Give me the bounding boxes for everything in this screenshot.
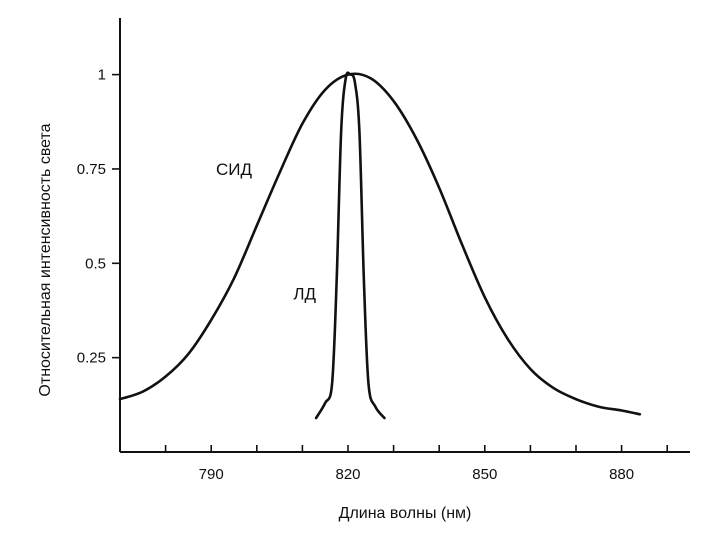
x-ticks: 790 820 850 880 bbox=[164, 445, 669, 483]
x-axis-title: Длина волны (нм) bbox=[339, 505, 472, 522]
x-tick-label: 880 bbox=[609, 466, 634, 483]
y-axis-title: Относительная интенсивность света bbox=[37, 123, 54, 396]
series-label-ld: ЛД bbox=[293, 284, 316, 303]
y-tick-label: 0.75 bbox=[77, 161, 106, 178]
y-tick-label: 0.25 bbox=[77, 350, 106, 367]
x-tick-label: 790 bbox=[199, 466, 224, 483]
x-tick-label: 820 bbox=[335, 466, 360, 483]
series-label-led: СИД bbox=[216, 160, 252, 179]
series-line-led bbox=[118, 72, 642, 416]
y-tick-label: 0.5 bbox=[85, 255, 106, 272]
series-line-ld bbox=[314, 71, 386, 420]
y-ticks: 0.25 0.5 0.75 1 bbox=[77, 67, 120, 367]
x-tick-label: 850 bbox=[472, 466, 497, 483]
y-tick-label: 1 bbox=[98, 67, 106, 84]
series-layer bbox=[118, 71, 642, 420]
